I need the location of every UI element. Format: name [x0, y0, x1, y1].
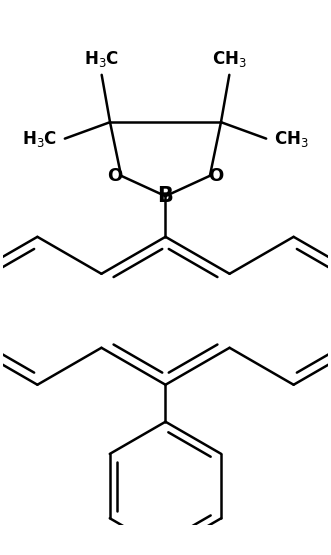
- Text: O: O: [208, 167, 223, 185]
- Text: CH$_3$: CH$_3$: [212, 49, 247, 69]
- Text: H$_3$C: H$_3$C: [84, 49, 119, 69]
- Text: B: B: [158, 186, 173, 206]
- Text: CH$_3$: CH$_3$: [273, 129, 308, 149]
- Text: O: O: [108, 167, 123, 185]
- Text: H$_3$C: H$_3$C: [22, 129, 58, 149]
